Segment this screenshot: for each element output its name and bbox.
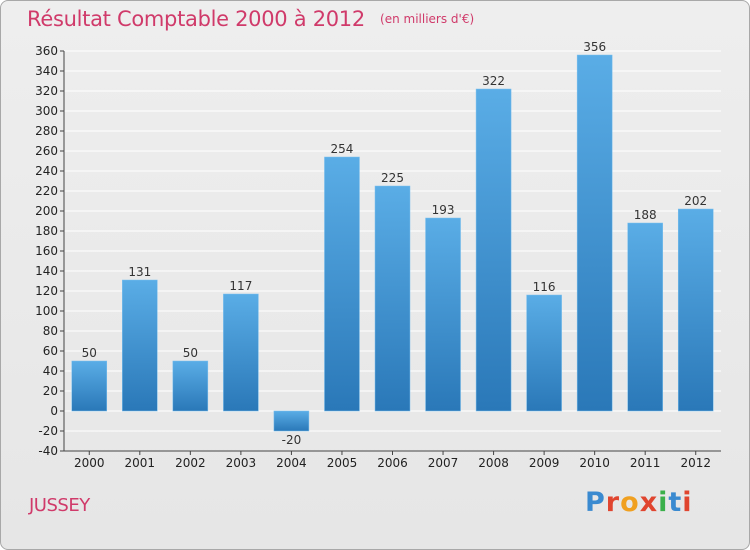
logo-letter: i [682,487,693,518]
x-tick-label: 2009 [529,456,560,470]
bar-value-label: 225 [381,171,404,185]
bar [122,279,158,412]
bar-value-label: -20 [282,433,302,447]
x-tick-label: 2010 [579,456,610,470]
y-tick-label: 120 [35,284,58,298]
chart-title: Résultat Comptable 2000 à 2012 (en milli… [27,7,474,31]
y-tick-label: 140 [35,264,58,278]
y-tick-label: 200 [35,204,58,218]
bar-value-label: 254 [331,142,354,156]
y-tick-label: 100 [35,304,58,318]
bar [475,88,512,412]
bar [374,185,411,412]
logo-letter: o [620,487,640,518]
bar-value-label: 116 [533,280,556,294]
x-tick-label: 2012 [680,456,711,470]
place-name: JUSSEY [29,495,90,516]
bar [627,222,663,412]
bar [172,360,209,412]
y-tick-label: 60 [43,344,58,358]
y-tick-label: 220 [35,184,58,198]
bar-value-label: 202 [684,194,707,208]
x-tick-label: 2008 [478,456,509,470]
y-tick-label: 240 [35,164,58,178]
logo-letter: x [639,487,659,518]
y-tick-label: 160 [35,244,58,258]
bar [324,156,360,412]
y-tick-label: 300 [35,104,58,118]
bar-value-label: 117 [229,279,252,293]
bar-value-label: 322 [482,74,505,88]
y-tick-label: 360 [35,44,58,58]
y-tick-label: 80 [43,324,58,338]
bar-value-label: 50 [82,346,97,360]
x-tick-label: 2001 [125,456,156,470]
x-tick-label: 2000 [74,456,105,470]
y-tick-label: -40 [38,444,58,458]
logo-letter: r [605,487,621,518]
y-tick-label: 320 [35,84,58,98]
proxiti-logo[interactable]: Proxiti [585,487,693,518]
bar [223,293,259,412]
x-tick-label: 2007 [428,456,459,470]
x-tick-label: 2003 [226,456,257,470]
y-tick-label: 20 [43,384,58,398]
chart-title-main: Résultat Comptable 2000 à 2012 [27,7,365,31]
x-tick-label: 2002 [175,456,206,470]
bar-value-label: 50 [183,346,198,360]
bar [425,217,461,412]
y-tick-label: 40 [43,364,58,378]
logo-letter: P [585,487,606,518]
x-tick-label: 2005 [327,456,358,470]
y-tick-label: 260 [35,144,58,158]
x-tick-label: 2004 [276,456,307,470]
bar-value-label: 188 [634,208,657,222]
bar [576,54,613,412]
y-tick-label: 340 [35,64,58,78]
bar [273,410,310,432]
bar [526,294,562,412]
bar [677,208,714,412]
x-tick-label: 2011 [630,456,661,470]
y-tick-label: -20 [38,424,58,438]
bar-value-label: 356 [583,40,606,54]
chart-title-unit: (en milliers d'€) [380,12,475,26]
logo-letter: t [668,487,683,518]
y-tick-label: 180 [35,224,58,238]
bar-value-label: 131 [128,265,151,279]
x-tick-label: 2006 [377,456,408,470]
bar [71,360,108,412]
bar-value-label: 193 [432,203,455,217]
logo-letter: i [658,487,669,518]
y-tick-label: 0 [50,404,58,418]
y-tick-label: 280 [35,124,58,138]
